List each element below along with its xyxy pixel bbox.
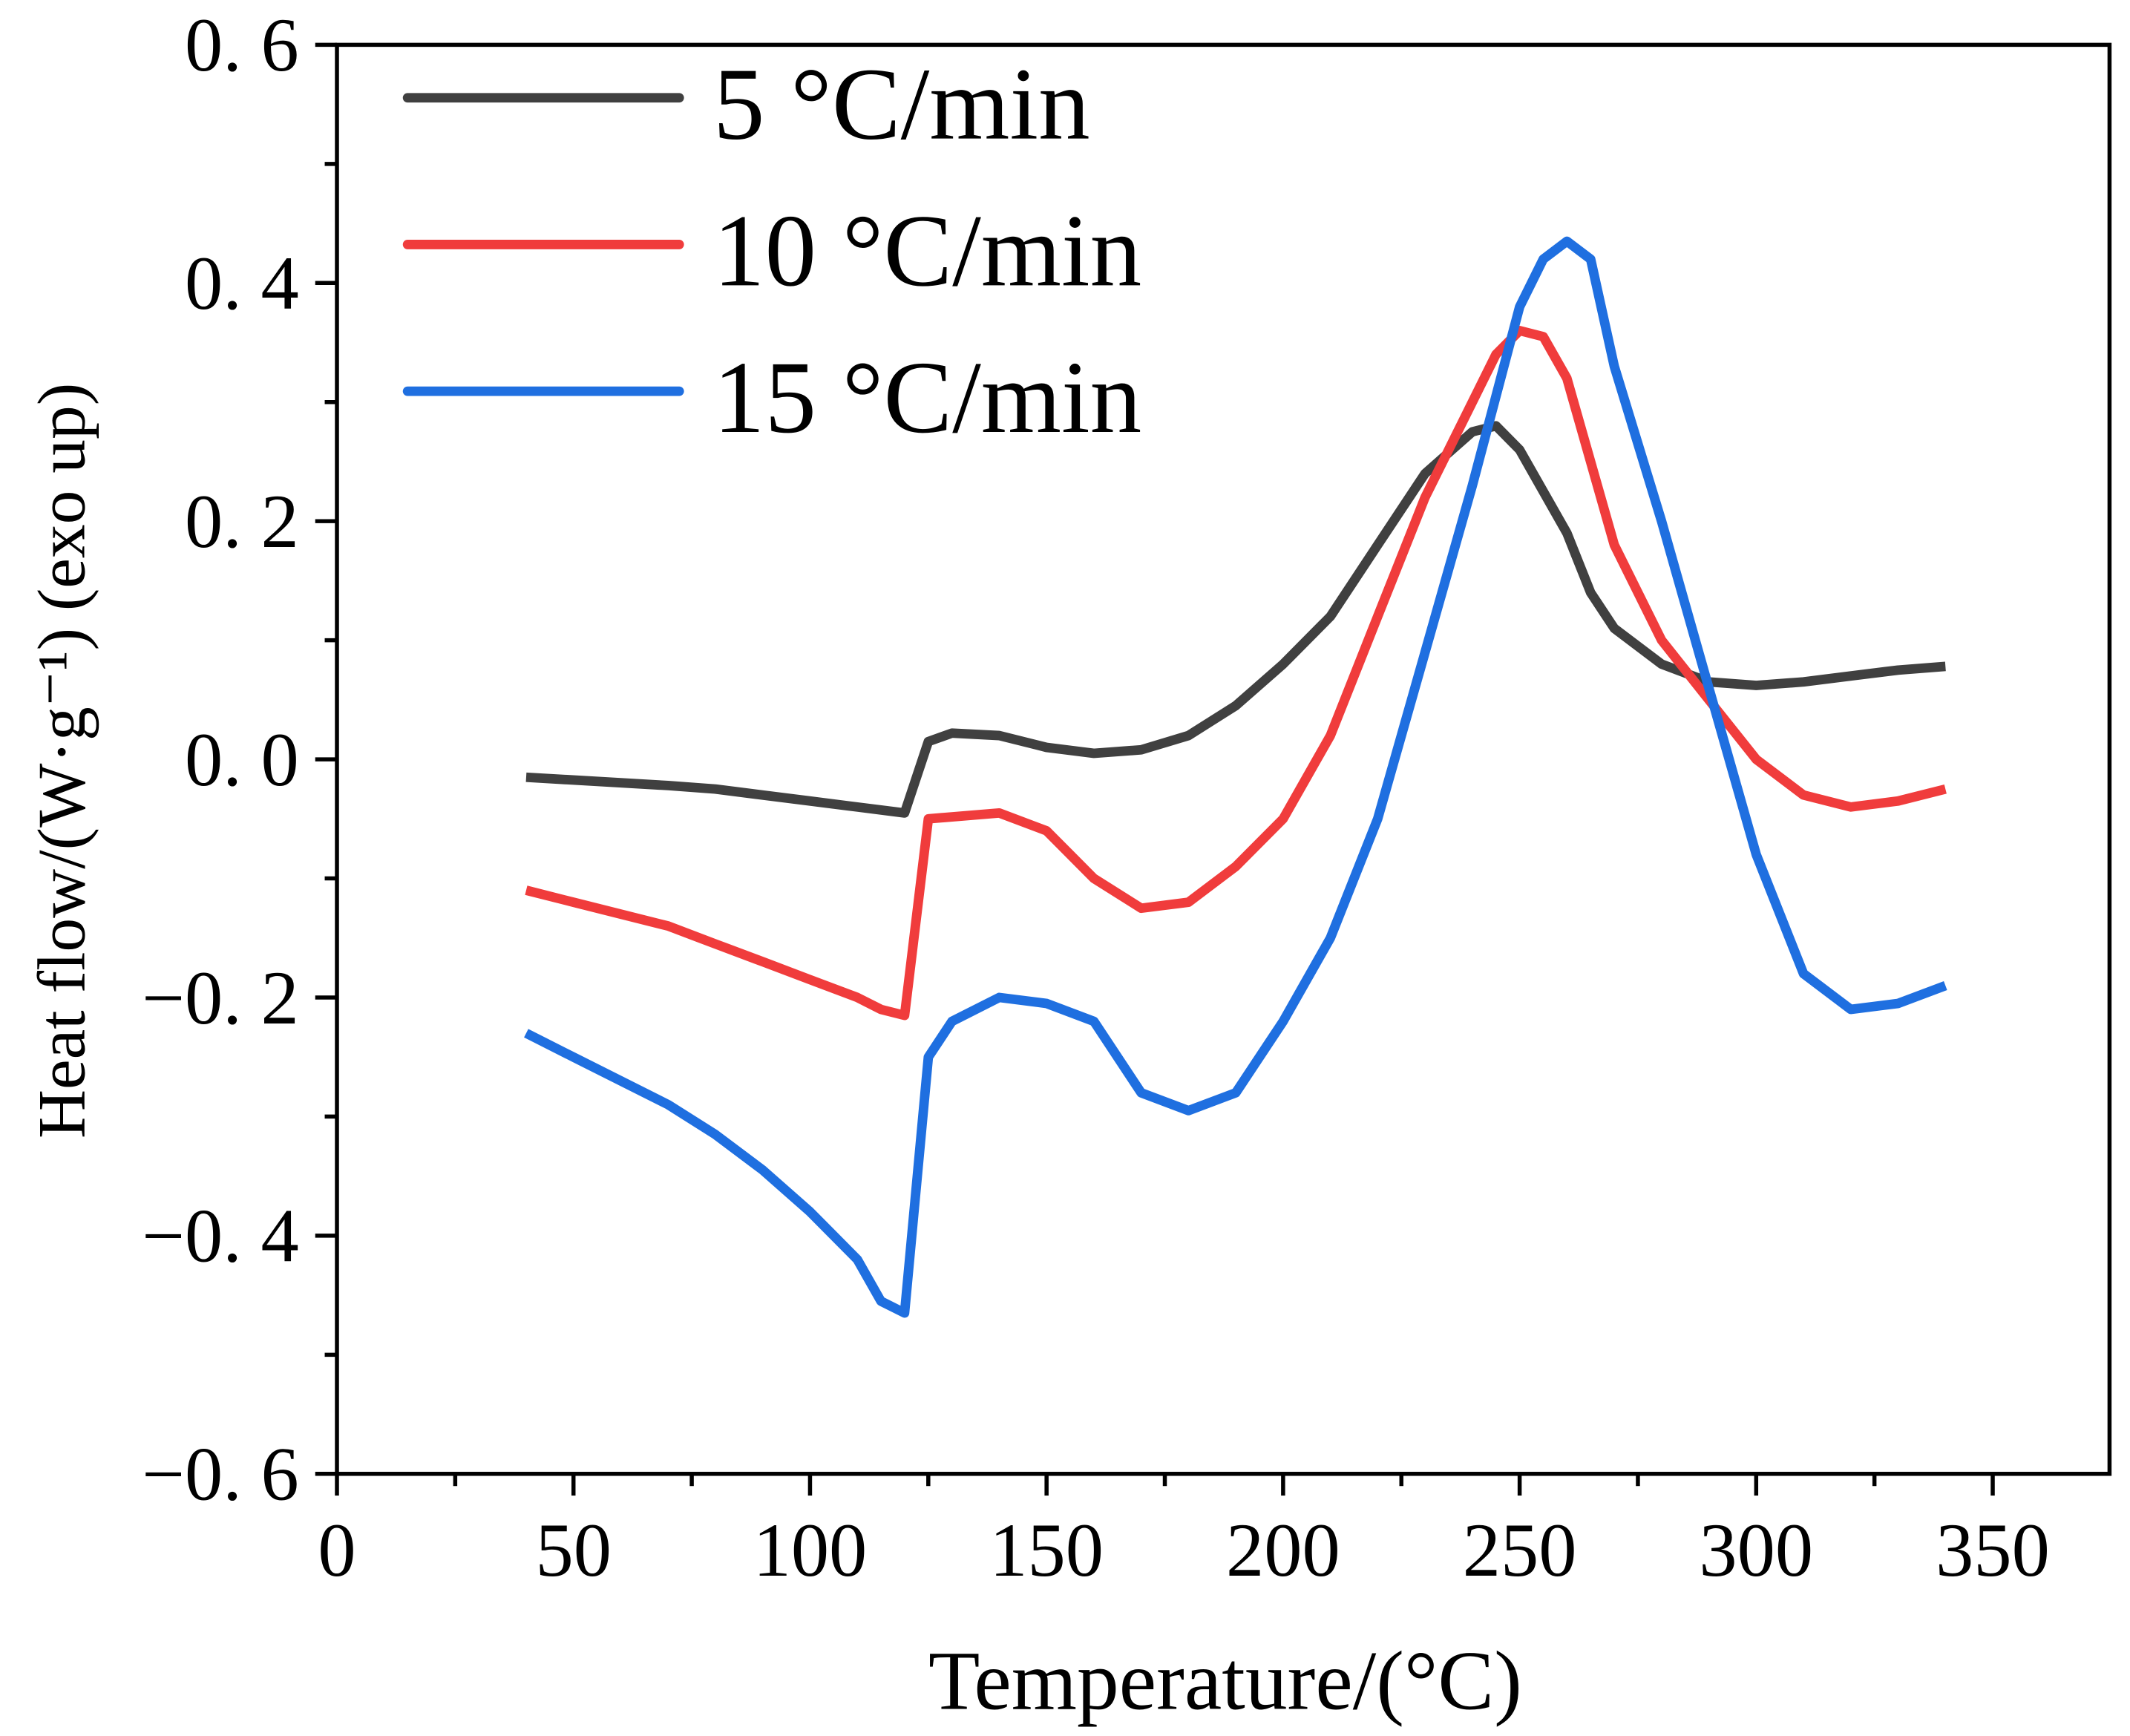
legend-label: 5 °C/min [713, 48, 1090, 162]
y-tick-label: 0. 6 [185, 4, 299, 88]
y-tick-label: −0. 4 [142, 1195, 299, 1279]
x-axis-label: Temperature/(°C) [928, 1634, 1522, 1727]
series-line-3 [524, 236, 1947, 1318]
x-tick-label: 200 [1226, 1509, 1340, 1593]
legend-label: 10 °C/min [713, 194, 1141, 308]
plot-frame [335, 42, 2112, 1476]
x-tick-label: 50 [535, 1509, 611, 1593]
x-tick-label: 150 [989, 1509, 1104, 1593]
x-tick-label: 300 [1699, 1509, 1813, 1593]
x-tick-label: 350 [1936, 1509, 2050, 1593]
x-tick-label: 0 [318, 1509, 355, 1593]
y-tick-label: 0. 2 [185, 480, 299, 564]
x-tick-label: 100 [753, 1509, 868, 1593]
y-axis-label: Heat flow/(W·g⁻¹) (exo up) [24, 383, 99, 1139]
legend-label: 15 °C/min [713, 341, 1141, 455]
series-lines [524, 236, 1947, 1318]
series-line-2 [525, 326, 1947, 1021]
axes: 0 50 100 150 200 250 300 350 −0. 6 −0. 4 −0. 2 0. 0… [142, 4, 2112, 1593]
y-tick-label: −0. 6 [142, 1433, 299, 1517]
legend: 5 °C/min 10 °C/min 15 °C/min [402, 48, 1141, 455]
y-tick-label: 0. 4 [185, 242, 299, 326]
y-tick-label: 0. 0 [185, 718, 299, 802]
x-tick-label: 250 [1463, 1509, 1577, 1593]
y-tick-label: −0. 2 [142, 957, 299, 1041]
series-line-1 [525, 421, 1946, 818]
